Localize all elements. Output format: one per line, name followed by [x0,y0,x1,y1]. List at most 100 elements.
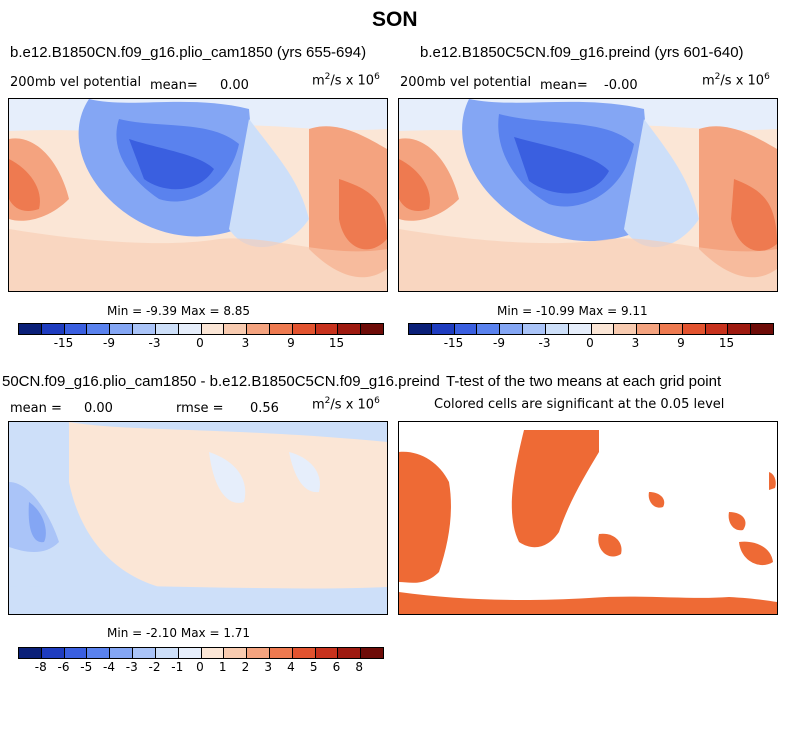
panel3-mean-value: 0.00 [84,401,113,416]
colorbar-swatch [87,324,111,334]
colorbar-swatch [431,324,455,334]
colorbar-tick-label: 3 [631,336,640,350]
colorbar-swatch [338,648,362,658]
colorbar-tick-label: -2 [148,660,161,674]
panel2-units: m2/s x 106 [702,72,770,89]
colorbar-tick-label: -15 [443,336,464,350]
colorbar-tick-label: 9 [287,336,295,350]
colorbar-swatch [292,648,316,658]
colorbar-swatch [500,324,524,334]
colorbar-swatch [292,324,316,334]
colorbar-swatch [64,324,88,334]
colorbar-tick-label: 0 [586,336,594,350]
colorbar-swatch [155,324,179,334]
colorbar-swatch [178,648,202,658]
colorbar-tick-label: -15 [53,336,74,350]
colorbar-swatch [477,324,501,334]
panel3-minmax: Min = -2.10 Max = 1.71 [107,626,251,640]
colorbar-swatch [224,648,248,658]
panel4-map [398,421,778,615]
colorbar-swatch [110,648,134,658]
colorbar-swatch [614,324,638,334]
colorbar-swatch [201,324,225,334]
colorbar-tick-label: 0 [196,660,204,674]
panel1-mean-label: mean= [150,78,198,93]
colorbar-swatch [454,324,478,334]
colorbar-tick-label: -1 [171,660,184,674]
colorbar-swatch [19,324,42,334]
colorbar-tick-label: -3 [538,336,551,350]
colorbar-tick-label: 5 [309,660,318,674]
colorbar-swatch [409,324,432,334]
colorbar-swatch [637,324,660,334]
colorbar-swatch [545,324,569,334]
colorbar-swatch [315,324,339,334]
colorbar-swatch [751,324,773,334]
colorbar-swatch [64,648,88,658]
panel2-title: b.e12.B1850C5CN.f09_g16.preind (yrs 601-… [420,44,744,61]
panel2-mean-value: -0.00 [604,78,638,93]
colorbar-swatch [41,324,65,334]
panel2-minmax: Min = -10.99 Max = 9.11 [497,304,648,318]
colorbar-tick-label: 0 [196,336,204,350]
panel2-colorbar [408,323,774,335]
colorbar-swatch [269,324,293,334]
colorbar-tick-label: -6 [57,660,70,674]
colorbar-swatch [659,324,683,334]
panel3-rmse-label: rmse = [176,401,224,416]
panel1-title: b.e12.B1850CN.f09_g16.plio_cam1850 (yrs … [10,44,367,61]
colorbar-swatch [133,324,156,334]
panel4-subtitle: Colored cells are significant at the 0.0… [434,397,725,412]
colorbar-swatch [361,648,383,658]
colorbar-swatch [155,648,179,658]
colorbar-tick-label: 2 [241,660,250,674]
colorbar-swatch [224,324,248,334]
panel1-map [8,98,388,292]
colorbar-tick-label: 15 [328,336,345,350]
panel2-mean-label: mean= [540,78,588,93]
panel1-mean-value: 0.00 [220,78,249,93]
panel3-title: 50CN.f09_g16.plio_cam1850 - b.e12.B1850C… [2,373,440,390]
colorbar-swatch [705,324,729,334]
colorbar-swatch [110,324,134,334]
main-title: SON [372,8,418,31]
colorbar-tick-label: -3 [125,660,138,674]
colorbar-swatch [87,648,111,658]
colorbar-tick-label: -8 [34,660,47,674]
colorbar-swatch [682,324,706,334]
colorbar-swatch [41,648,65,658]
colorbar-swatch [178,324,202,334]
colorbar-tick-label: -5 [80,660,93,674]
colorbar-swatch [201,648,225,658]
colorbar-tick-label: 3 [264,660,273,674]
panel3-colorbar [18,647,384,659]
colorbar-swatch [133,648,156,658]
colorbar-tick-label: -9 [103,336,115,350]
colorbar-tick-label: -4 [103,660,115,674]
colorbar-swatch [523,324,546,334]
colorbar-tick-label: 4 [287,660,295,674]
panel1-colorbar-ticks: -15 -9 -3 0 3 9 15 [18,336,382,352]
colorbar-swatch [269,648,293,658]
colorbar-swatch [728,324,752,334]
panel1-colorbar [18,323,384,335]
colorbar-tick-label: 1 [218,660,227,674]
panel1-units: m2/s x 106 [312,72,380,89]
panel3-mean-label: mean = [10,401,62,416]
panel1-minmax: Min = -9.39 Max = 8.85 [107,304,251,318]
panel2-variable: 200mb vel potential [400,75,532,90]
panel4-title: T-test of the two means at each grid poi… [446,373,722,390]
colorbar-tick-label: 3 [241,336,250,350]
panel3-colorbar-ticks: -8 -6 -5 -4 -3 -2 -1 0 1 2 3 4 5 6 8 [18,660,382,676]
colorbar-tick-label: 15 [718,336,735,350]
panel2-map [398,98,778,292]
panel2-colorbar-ticks: -15 -9 -3 0 3 9 15 [408,336,772,352]
colorbar-swatch [247,324,270,334]
colorbar-tick-label: -3 [148,336,161,350]
colorbar-swatch [19,648,42,658]
colorbar-swatch [247,648,270,658]
colorbar-tick-label: 9 [677,336,685,350]
colorbar-swatch [315,648,339,658]
colorbar-swatch [591,324,615,334]
colorbar-swatch [338,324,362,334]
